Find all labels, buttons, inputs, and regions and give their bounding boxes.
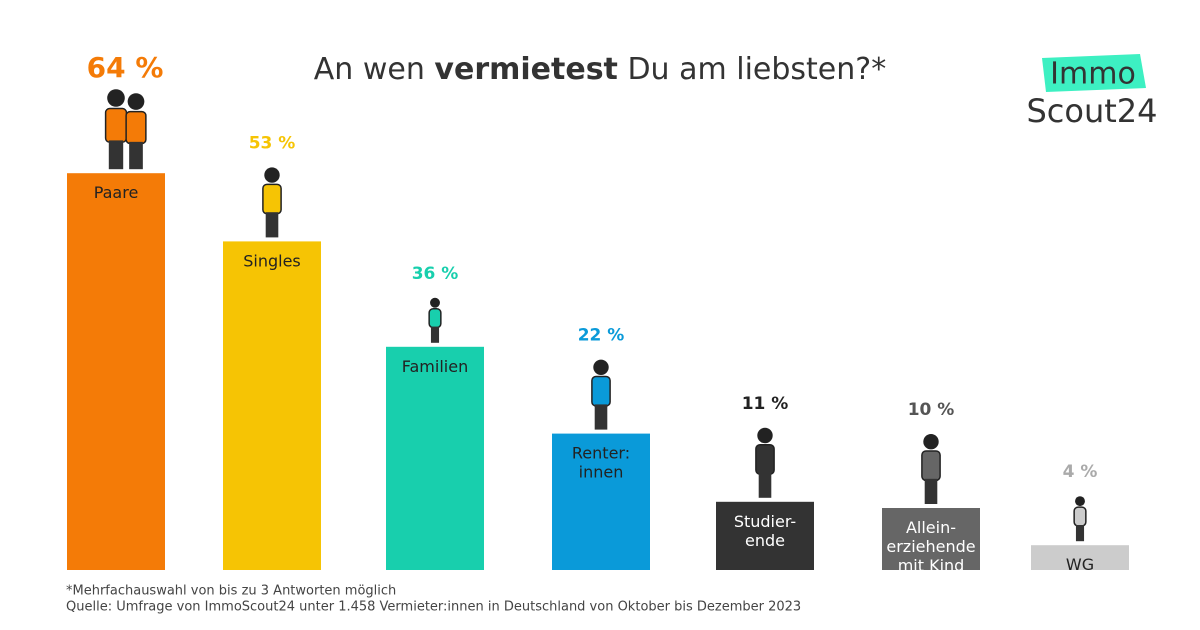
logo-text: Immo (1050, 57, 1136, 92)
bar (716, 501, 814, 570)
bar (386, 346, 484, 570)
category-line: Allein- (906, 518, 956, 537)
category-label: Studier-ende (734, 511, 796, 549)
icon-legs (265, 212, 279, 238)
icon-legs (430, 326, 440, 343)
icon-head (264, 167, 280, 183)
category-label: WG (1066, 555, 1094, 574)
value-label: 11 % (742, 394, 789, 414)
value-label: 64 % (87, 51, 164, 84)
icon-head (757, 427, 773, 444)
value-label: 22 % (578, 326, 625, 346)
title-part: An wen (314, 52, 425, 87)
footnote: *Mehrfachauswahl von bis zu 3 Antworten … (66, 584, 396, 599)
category-line: ende (745, 530, 785, 549)
category-line: Paare (94, 183, 139, 202)
logo: Immo Scout24 (1026, 54, 1158, 130)
title-part: Du am liebsten?* (627, 52, 886, 87)
value-label: 10 % (908, 400, 955, 420)
icon-head (593, 359, 609, 375)
bar (552, 433, 650, 570)
icon-legs (108, 140, 124, 170)
person-icon (428, 297, 442, 343)
source: Quelle: Umfrage von ImmoScout24 unter 1.… (66, 600, 801, 615)
category-label: Renter: innen (572, 443, 630, 481)
category-label: Allein-erziehende mit Kind (886, 518, 975, 575)
icon-body (755, 443, 775, 475)
icon-head (1075, 496, 1085, 507)
category-line: Renter: (572, 443, 630, 462)
person-icon (1073, 496, 1087, 542)
icon-body (921, 450, 941, 482)
category-label: Singles (243, 251, 301, 270)
person-icon (921, 434, 941, 504)
category-label: Familien (402, 356, 468, 375)
icon-body (591, 375, 611, 407)
icon-body (1073, 506, 1087, 527)
chart-title: An wen vermietest Du am liebsten?* (314, 52, 886, 87)
icon-body (428, 307, 442, 329)
icon-legs (1075, 525, 1085, 542)
icon-head (430, 297, 440, 308)
person-icon (262, 167, 282, 238)
icon-legs (594, 404, 608, 430)
icon-head (107, 89, 125, 107)
bar (67, 173, 165, 570)
icon-legs (924, 478, 938, 504)
bar (882, 508, 980, 570)
icon-body (104, 107, 128, 143)
category-line: Familien (402, 356, 468, 375)
category-line: erziehende (886, 537, 975, 556)
logo-badge (1042, 54, 1146, 92)
category-line: Singles (243, 251, 301, 270)
icon-legs (129, 141, 143, 170)
logo-text: Scout24 (1026, 92, 1157, 130)
icon-head (127, 93, 145, 110)
category-line: Studier- (734, 511, 796, 530)
person-icon (125, 93, 147, 170)
value-label: 4 % (1063, 462, 1098, 482)
person-icon (104, 89, 128, 170)
bar (223, 241, 321, 570)
icon-body (262, 183, 282, 215)
category-line: WG (1066, 555, 1094, 574)
icon-head (923, 434, 939, 450)
title-part: vermietest (434, 52, 617, 87)
value-label: 36 % (412, 264, 459, 284)
category-line: innen (579, 462, 624, 481)
icon-body (125, 110, 147, 145)
bar (1031, 545, 1129, 570)
category-line: mit Kind (898, 556, 965, 575)
category-label: Paare (94, 183, 139, 202)
icon-legs (758, 472, 772, 498)
person-icon (591, 359, 611, 430)
value-label: 53 % (249, 133, 296, 153)
person-icon (755, 427, 775, 498)
